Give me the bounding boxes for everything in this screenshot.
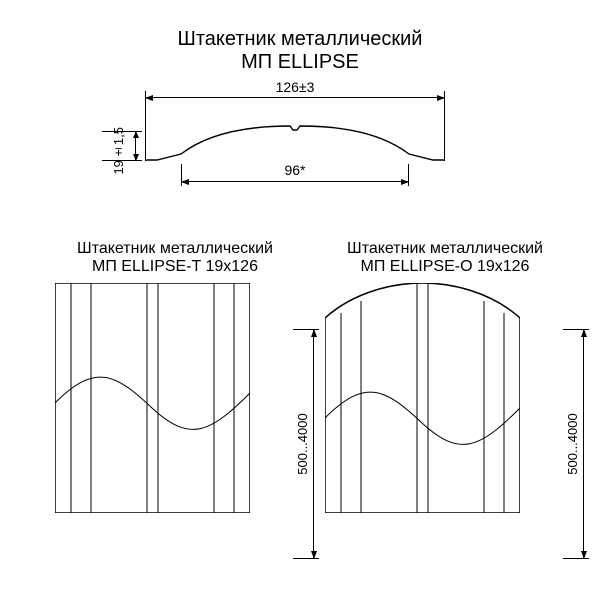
panel-outline-arc: [325, 283, 520, 513]
dim-inner-bar: [181, 181, 409, 182]
panel-title-line1: Штакетник металлический: [325, 240, 565, 258]
panel-title-line2: МП ELLIPSE-T 19х126: [55, 258, 295, 276]
break-line: [55, 377, 250, 429]
title-line-1: Штакетник металлический: [0, 28, 600, 51]
dim-length-right: 500...4000: [567, 329, 597, 559]
dim-height-bar: [135, 131, 136, 161]
panel-drawing-wrap: 500...4000: [325, 283, 565, 513]
panel-title-left: Штакетник металлический МП ELLIPSE-T 19х…: [55, 240, 295, 277]
panel-outline: [55, 283, 250, 513]
dim-length-bar: [313, 329, 314, 559]
panel-ellipse-t: Штакетник металлический МП ELLIPSE-T 19х…: [55, 240, 295, 513]
dim-height-label: 19±1,5: [111, 127, 126, 175]
title-line-2: МП ELLIPSE: [0, 51, 600, 74]
dim-length-bar: [583, 329, 584, 559]
break-line: [325, 392, 520, 444]
dim-inner-label: 96*: [145, 162, 445, 178]
profile-cross-section: 126±3 19±1,5 96*: [145, 85, 445, 180]
panel-ellipse-o: Штакетник металлический МП ELLIPSE-O 19х…: [325, 240, 565, 513]
panel-title-right: Штакетник металлический МП ELLIPSE-O 19х…: [325, 240, 565, 277]
panel-title-line2: МП ELLIPSE-O 19х126: [325, 258, 565, 276]
panel-title-line1: Штакетник металлический: [55, 240, 295, 258]
main-title: Штакетник металлический МП ELLIPSE: [0, 28, 600, 74]
panel-drawing-left: [55, 283, 250, 513]
dim-width-label: 126±3: [145, 79, 445, 95]
dim-width-bar: [145, 97, 445, 98]
dim-length-left: 500...4000: [297, 329, 327, 559]
panel-drawing-wrap: 500...4000: [55, 283, 295, 513]
dim-length-label-left: 500...4000: [295, 413, 310, 474]
engineering-drawing: Штакетник металлический МП ELLIPSE 126±3…: [0, 0, 600, 600]
dim-length-label-right: 500...4000: [565, 413, 580, 474]
dim-height: 19±1,5: [110, 131, 140, 161]
panel-drawing-right: [325, 283, 520, 513]
profile-outline: [145, 126, 445, 160]
